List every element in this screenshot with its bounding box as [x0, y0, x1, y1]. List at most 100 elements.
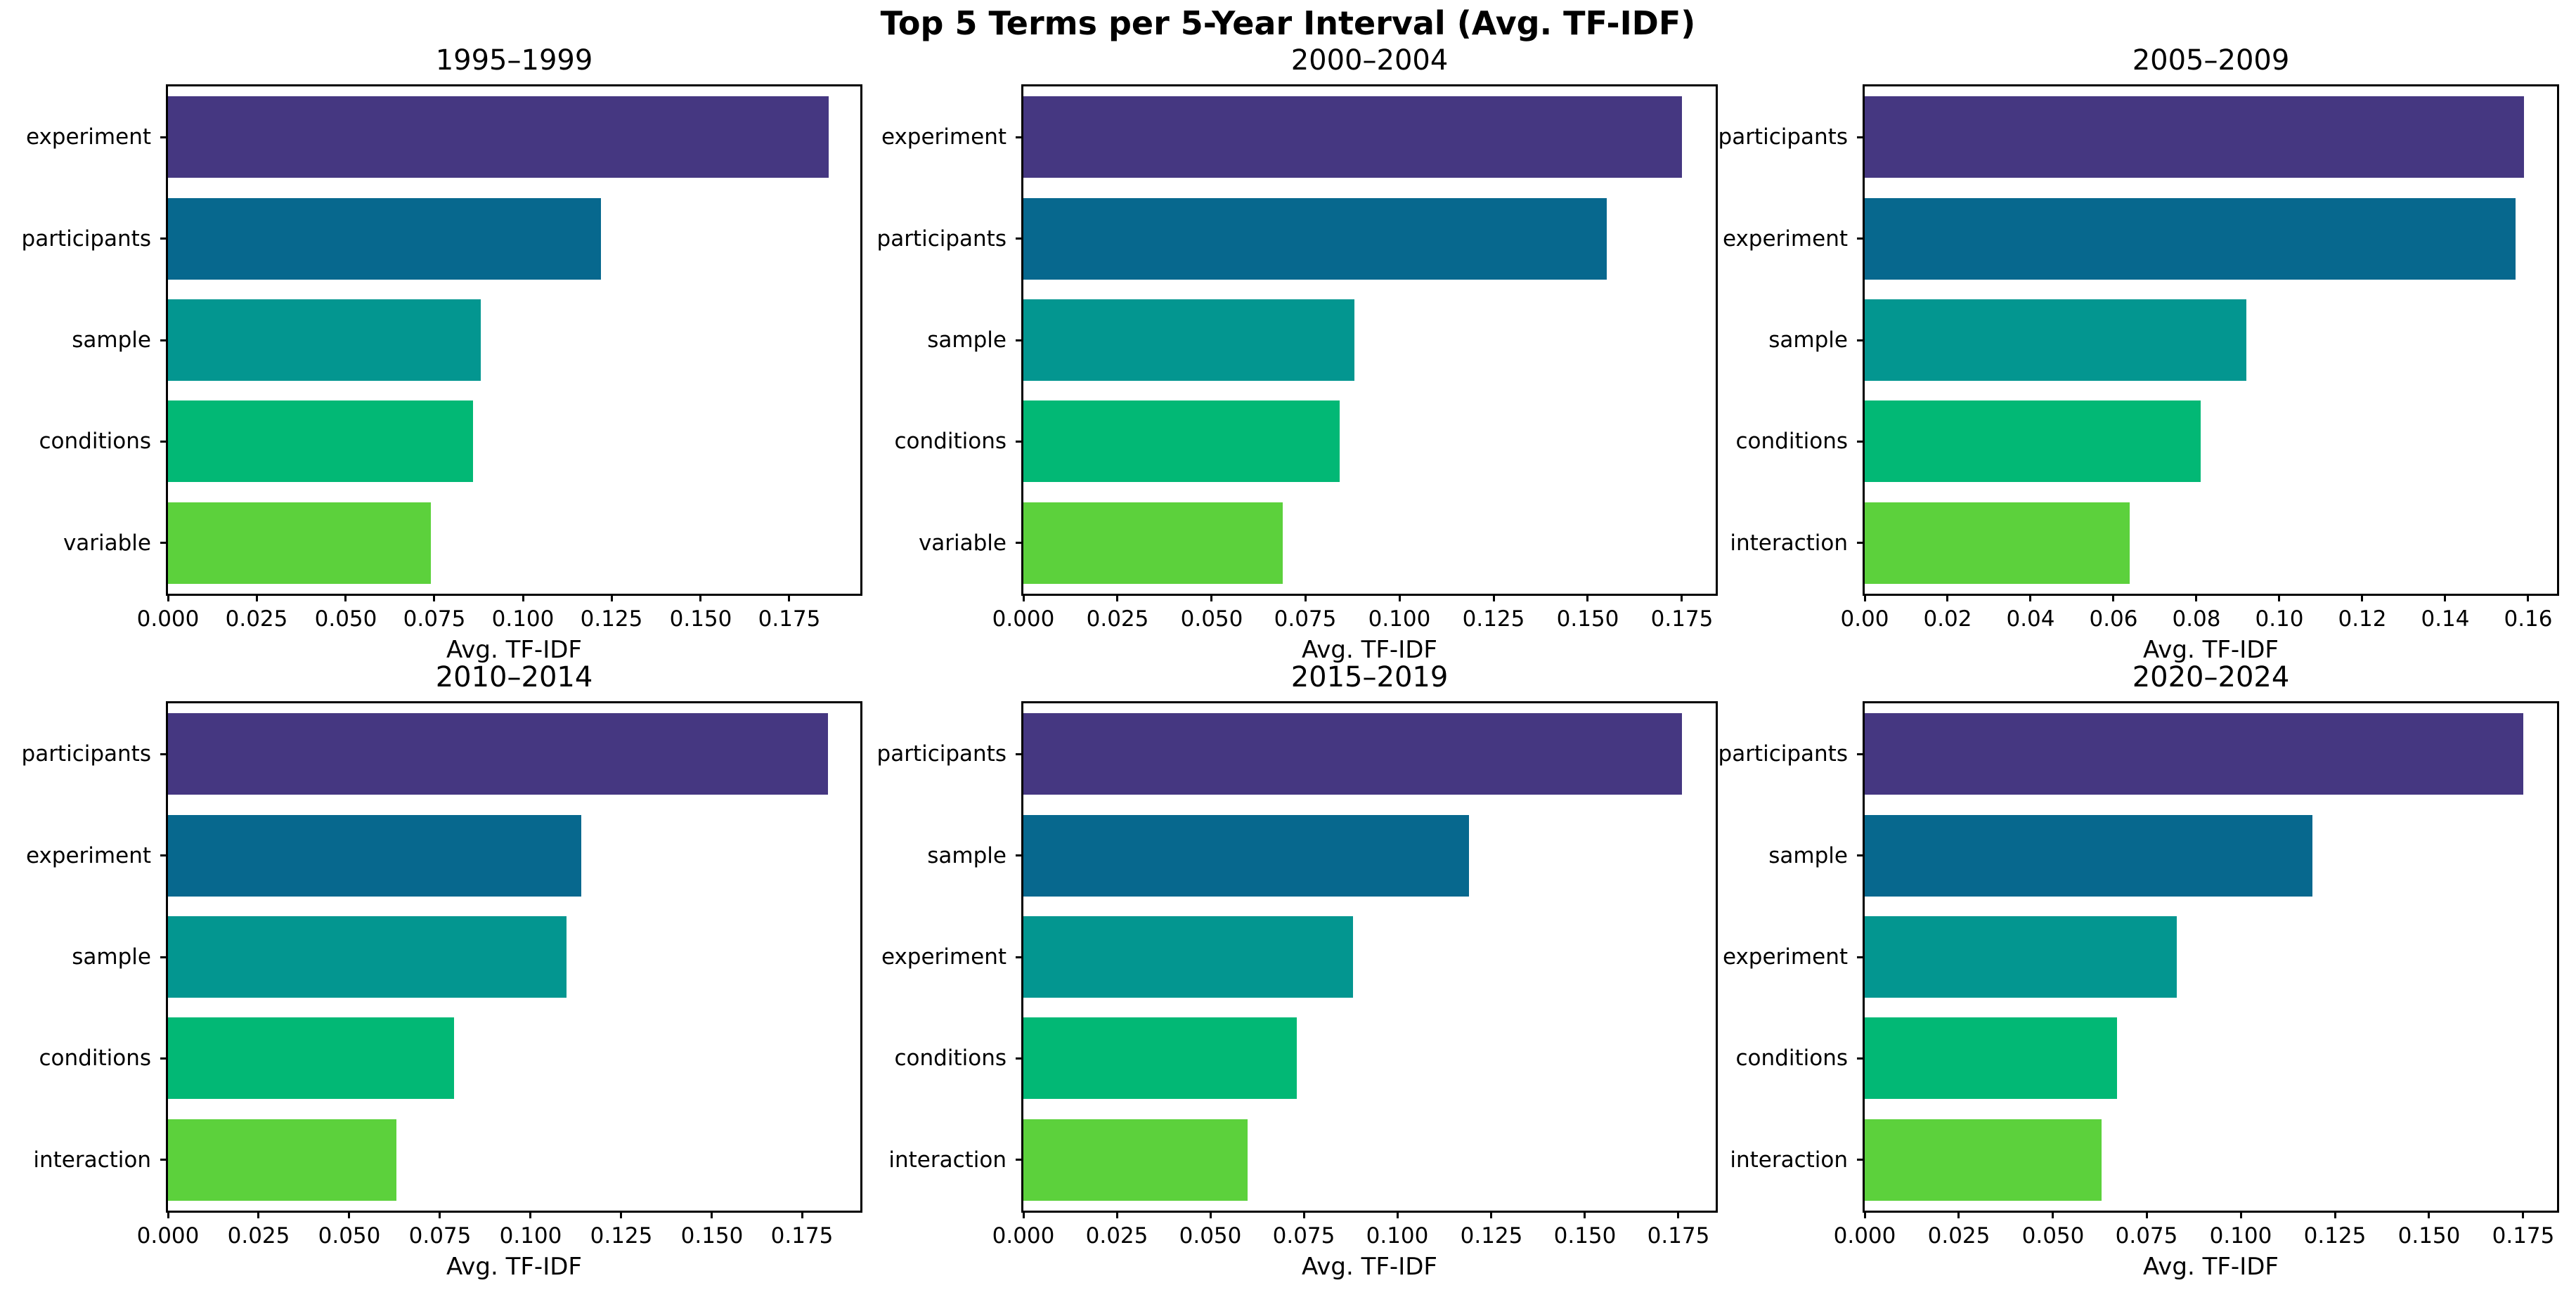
figure-title: Top 5 Terms per 5-Year Interval (Avg. TF… — [880, 4, 1696, 42]
x-axis-tick — [529, 1211, 531, 1218]
x-axis-label: Avg. TF-IDF — [446, 636, 582, 664]
y-tick-label: experiment — [1722, 226, 1848, 252]
y-axis-tick — [1857, 339, 1865, 341]
y-axis-tick — [1016, 542, 1023, 544]
y-axis-tick — [1857, 956, 1865, 958]
x-axis-tick — [1586, 594, 1588, 601]
y-axis-tick — [1857, 441, 1865, 443]
y-tick-label: conditions — [39, 429, 151, 454]
x-axis-tick — [1397, 1211, 1399, 1218]
x-axis-label: Avg. TF-IDF — [446, 1253, 582, 1281]
x-axis-tick — [711, 1211, 713, 1218]
bar-experiment — [1023, 916, 1353, 998]
x-axis-tick — [1493, 594, 1495, 601]
x-axis-tick — [2522, 1211, 2524, 1218]
x-tick-label: 0.000 — [992, 606, 1055, 632]
y-axis-tick — [1016, 1057, 1023, 1060]
y-tick-label: interaction — [33, 1147, 151, 1173]
x-axis-tick — [433, 594, 435, 601]
bar-experiment — [1865, 916, 2177, 998]
x-axis-label: Avg. TF-IDF — [2143, 636, 2279, 664]
x-tick-label: 0.100 — [1366, 1223, 1429, 1249]
y-tick-label: participants — [1718, 741, 1848, 767]
y-axis-tick — [1016, 753, 1023, 755]
y-tick-label: sample — [927, 327, 1007, 353]
y-tick-label: variable — [63, 530, 151, 556]
x-tick-label: 0.175 — [1647, 1223, 1710, 1249]
y-tick-label: participants — [876, 741, 1007, 767]
x-axis-tick — [344, 594, 347, 601]
subplot-title: 2015–2019 — [1290, 661, 1449, 693]
subplot-title: 1995–1999 — [435, 44, 593, 77]
x-tick-label: 0.175 — [758, 606, 821, 632]
x-tick-label: 0.100 — [1368, 606, 1431, 632]
x-tick-label: 0.150 — [1556, 606, 1619, 632]
x-axis-tick — [1023, 1211, 1025, 1218]
bar-interaction — [168, 1119, 396, 1201]
bar-conditions — [1865, 1017, 2117, 1099]
x-axis-tick — [2361, 594, 2363, 601]
x-axis-tick — [2428, 1211, 2430, 1218]
x-tick-label: 0.175 — [2492, 1223, 2555, 1249]
x-tick-label: 0.175 — [1650, 606, 1714, 632]
y-axis-tick — [1857, 753, 1865, 755]
x-axis-tick — [1864, 1211, 1866, 1218]
x-tick-label: 0.000 — [136, 606, 200, 632]
y-tick-label: sample — [927, 843, 1007, 868]
y-axis-tick — [1016, 854, 1023, 856]
x-tick-label: 0.050 — [1180, 606, 1243, 632]
x-axis-tick — [611, 594, 613, 601]
y-tick-label: sample — [72, 327, 151, 353]
y-tick-label: experiment — [1722, 944, 1848, 970]
x-axis-tick — [1303, 1211, 1305, 1218]
x-axis-tick — [167, 1211, 169, 1218]
bar-sample — [1865, 299, 2246, 381]
bar-experiment — [168, 815, 581, 897]
bar-participants — [168, 713, 828, 795]
bar-variable — [168, 502, 431, 584]
subplot-2000-2004: 2000–2004 experiment participants sample con… — [877, 44, 1718, 664]
x-tick-label: 0.150 — [2397, 1223, 2461, 1249]
y-axis-tick — [1016, 339, 1023, 341]
bar-interaction — [1865, 1119, 2102, 1201]
bar-sample — [1023, 815, 1469, 897]
x-tick-label: 0.12 — [2338, 606, 2387, 632]
y-tick-label: interaction — [888, 1147, 1007, 1173]
y-axis-tick — [160, 753, 168, 755]
y-tick-label: conditions — [894, 429, 1007, 454]
x-tick-label: 0.125 — [2303, 1223, 2367, 1249]
x-tick-label: 0.125 — [1462, 606, 1525, 632]
y-axis-tick — [160, 1057, 168, 1060]
y-tick-label: sample — [1768, 843, 1848, 868]
x-axis-tick — [2195, 594, 2197, 601]
x-axis-tick — [699, 594, 701, 601]
x-tick-label: 0.000 — [136, 1223, 200, 1249]
y-axis-tick — [1857, 1159, 1865, 1161]
y-tick-label: experiment — [25, 843, 151, 868]
y-axis-tick — [1857, 136, 1865, 138]
y-axis-tick — [1016, 136, 1023, 138]
x-axis-tick — [348, 1211, 350, 1218]
x-tick-label: 0.050 — [2021, 1223, 2085, 1249]
bar-interaction — [1023, 1119, 1248, 1201]
x-axis-tick — [256, 594, 258, 601]
bar-participants — [168, 198, 602, 280]
x-tick-label: 0.075 — [408, 1223, 472, 1249]
bar-participants — [1023, 713, 1683, 795]
x-tick-label: 0.050 — [318, 1223, 381, 1249]
bar-participants — [1865, 96, 2524, 178]
x-tick-label: 0.025 — [1086, 606, 1149, 632]
x-tick-label: 0.075 — [1272, 1223, 1335, 1249]
y-axis-tick — [1857, 237, 1865, 240]
y-tick-label: participants — [876, 226, 1007, 252]
x-axis-tick — [2112, 594, 2114, 601]
y-axis-tick — [160, 339, 168, 341]
subplot-2020-2024: 2020–2024 participants sample experiment con… — [1719, 661, 2559, 1281]
x-axis-tick — [1681, 594, 1683, 601]
bar-conditions — [1023, 1017, 1297, 1099]
y-axis-tick — [1016, 1159, 1023, 1161]
x-tick-label: 0.000 — [1833, 1223, 1896, 1249]
x-tick-label: 0.100 — [2209, 1223, 2272, 1249]
x-tick-label: 0.075 — [2115, 1223, 2178, 1249]
